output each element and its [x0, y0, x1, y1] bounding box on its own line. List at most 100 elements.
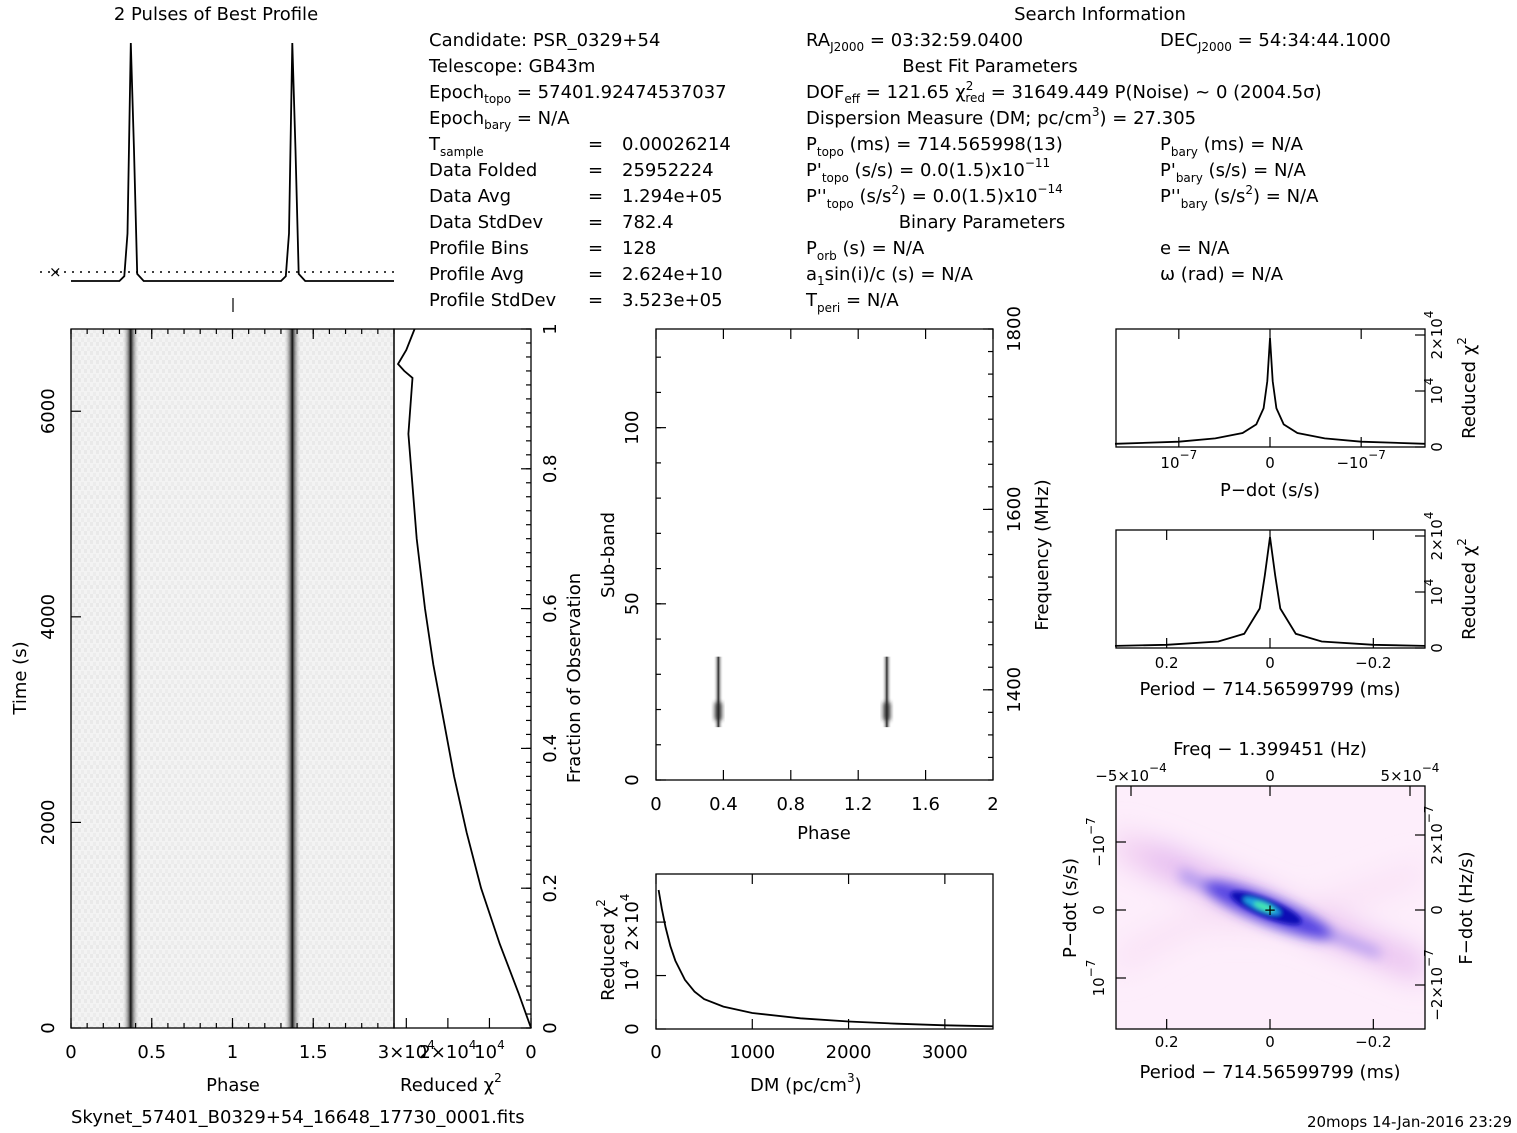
- profile-curve: [71, 42, 394, 282]
- chi2-period-xtick-label-1: 0: [1265, 654, 1275, 672]
- chi2-period-xlabel: Period − 714.56599799 (ms): [1139, 679, 1400, 700]
- chi2-dm-curve: [657, 889, 994, 1028]
- svg-text:=: =: [588, 212, 603, 233]
- search-info-left: Candidate: PSR_0329+54 Telescope: GB43m …: [428, 30, 731, 311]
- pdd-topo-exp: −14: [1037, 182, 1062, 196]
- chi2-period-xtick-label-0: 0.2: [1155, 654, 1179, 672]
- time-phase-xtick-label-3: 1.5: [299, 1042, 328, 1063]
- pnoise-value: ~ 0: [1195, 82, 1227, 103]
- frequency-ytick-label-1: 1600: [1004, 486, 1025, 532]
- chi2-dm-ytick-label-2: 2×104: [618, 894, 643, 951]
- time-phase-xtick-label-0: 0: [65, 1042, 76, 1063]
- best-fit-marker: +: [1264, 901, 1277, 919]
- subband-xtick-label-2: 0.8: [776, 794, 805, 815]
- data-folded-value: 25952224: [622, 160, 714, 181]
- e-value: N/A: [1198, 238, 1231, 259]
- profile-plot: ×: [40, 42, 395, 312]
- svg-text:Porb (s) = N/A: Porb (s) = N/A: [806, 238, 925, 263]
- svg-text:Epochbary = N/A: Epochbary = N/A: [429, 108, 570, 132]
- subband-xtick-label-1: 0.4: [709, 794, 738, 815]
- svg-text:RAJ2000 = 03:32:59.0400: RAJ2000 = 03:32:59.0400: [806, 30, 1023, 54]
- dm-value: 27.305: [1133, 108, 1196, 129]
- period-pdot-ylabel: P−dot (s/s): [1060, 858, 1081, 958]
- frequency-ytick-label-2: 1800: [1004, 306, 1025, 352]
- chi2-period-curve: [1114, 536, 1426, 647]
- data-stddev-value: 782.4: [622, 212, 674, 233]
- dof-value: 121.65: [887, 82, 950, 103]
- epoch-topo-value: 57401.92474537037: [538, 82, 727, 103]
- svg-text:Dispersion Measure (DM; pc/cm3: Dispersion Measure (DM; pc/cm3) = 27.305: [806, 105, 1196, 129]
- chi2-time-ytick-label-2: 0.4: [540, 734, 561, 763]
- chi2-pdot-xtick-label-1: 0: [1265, 454, 1275, 472]
- chi2-dm-ylabel: Reduced χ2: [594, 899, 619, 1001]
- period-pdot-ytick-right-label-0: −2×10−7: [1422, 949, 1446, 1020]
- period-pdot-plot: Freq − 1.399451 (Hz) + 0.2 0 −0.2 −5×10−4 0 5…: [1060, 739, 1477, 1083]
- time-phase-ytick-label-3: 6000: [38, 388, 59, 434]
- search-info-title: Search Information: [1014, 4, 1186, 25]
- time-phase-ylabel: Time (s): [10, 641, 31, 715]
- time-phase-pulse-1: [121, 329, 140, 1028]
- svg-text:Ptopo (ms) = 714.565998(13): Ptopo (ms) = 714.565998(13): [806, 134, 1063, 159]
- porb-value: N/A: [892, 238, 925, 259]
- subband-xtick-label-3: 1.2: [844, 794, 873, 815]
- svg-text:Profile Avg: Profile Avg: [429, 264, 524, 285]
- period-pdot-ytick-label-0: 10−7: [1084, 960, 1108, 997]
- subband-ytick-label-1: 50: [622, 592, 643, 615]
- data-avg-value: 1.294e+05: [622, 186, 723, 207]
- svg-text:Profile Bins: Profile Bins: [429, 238, 529, 259]
- a1sini-value: N/A: [941, 264, 974, 285]
- chi2-pdot-ytick-label-2: 2×104: [1422, 311, 1446, 360]
- chi2-time-xtick-label-3: 0: [525, 1042, 536, 1063]
- epoch-bary-value: N/A: [538, 108, 571, 129]
- subband-pulse-2: [881, 656, 892, 728]
- svg-text:Tperi = N/A: Tperi = N/A: [805, 290, 899, 315]
- chi2-pdot-ytick-label-1: 104: [1422, 378, 1446, 405]
- subband-phase-plot: 0 0.4 0.8 1.2 1.6 2 0 50 100 1400 1600 1800 Phase S…: [598, 306, 1053, 844]
- period-pdot-title: Freq − 1.399451 (Hz): [1173, 739, 1367, 760]
- chi2-period-frame: [1115, 529, 1426, 649]
- chi2-dm-ytick-label-0: 0: [622, 1023, 643, 1034]
- chi2-time-xtick-label-0: 3×104: [378, 1038, 435, 1063]
- chi2-pdot-xtick-label-2: −10−7: [1336, 448, 1385, 472]
- svg-text:ω (rad) = N/A: ω (rad) = N/A: [1160, 264, 1284, 285]
- dec-value: 54:34:44.1000: [1258, 30, 1390, 51]
- time-phase-xlabel: Phase: [206, 1075, 260, 1096]
- subband-background: [656, 329, 993, 780]
- pd-topo-value: 0.0(1.5)x10: [920, 160, 1025, 181]
- svg-text:Data StdDev: Data StdDev: [429, 212, 544, 233]
- chi2-pdot-plot: 10−7 0 −10−7 0 104 2×104 P−dot (s/s) Reduced …: [1114, 311, 1480, 501]
- chi2-time-ytick-label-4: 0.8: [540, 454, 561, 483]
- chi2-pdot-xtick-label-0: 10−7: [1160, 448, 1197, 472]
- subband-xtick-label-5: 2: [987, 794, 998, 815]
- svg-text:=: =: [588, 134, 603, 155]
- period-pdot-xtick-top-label-1: 0: [1265, 767, 1275, 785]
- chi2-pdot-ylabel: Reduced χ2: [1455, 337, 1480, 439]
- pd-bary-value: N/A: [1274, 160, 1307, 181]
- footer-stamp: 20mops 14-Jan-2016 23:29: [1307, 1113, 1512, 1131]
- svg-text:P''bary (s/s2) = N/A: P''bary (s/s2) = N/A: [1160, 183, 1319, 211]
- candidate-value: PSR_0329+54: [533, 30, 661, 51]
- time-phase-xtick-label-2: 1: [227, 1042, 238, 1063]
- profile-stddev-value: 3.523e+05: [622, 290, 723, 311]
- svg-text:P'topo (s/s) = 0.0(1.5)x10−11: P'topo (s/s) = 0.0(1.5)x10−11: [806, 156, 1050, 185]
- svg-text:Telescope: GB43m: Telescope: GB43m: [428, 56, 595, 77]
- frequency-ylabel: Frequency (MHz): [1032, 479, 1053, 630]
- subband-xtick-label-0: 0: [650, 794, 661, 815]
- chi2-period-ytick-label-1: 104: [1422, 579, 1446, 606]
- subband-pulse-core-2: [882, 702, 891, 721]
- chi2-dm-xtick-label-3: 3000: [922, 1042, 968, 1063]
- period-pdot-image: +: [1116, 786, 1425, 1029]
- chi2-time-ytick-label-3: 0.6: [540, 594, 561, 623]
- omega-value: N/A: [1251, 264, 1284, 285]
- subband-pulse-1: [713, 656, 724, 728]
- chi2-time-curve: [396, 328, 532, 1029]
- chi2-period-xtick-label-2: −0.2: [1355, 654, 1391, 672]
- t-sample-value: 0.00026214: [622, 134, 731, 155]
- profile-avg-value: 2.624e+10: [622, 264, 723, 285]
- chi2-dm-frame: [655, 873, 994, 1030]
- time-phase-xtick-label-1: 0.5: [137, 1042, 166, 1063]
- chi2-dm-xlabel: DM (pc/cm3): [750, 1071, 862, 1096]
- profile-bins-value: 128: [622, 238, 656, 259]
